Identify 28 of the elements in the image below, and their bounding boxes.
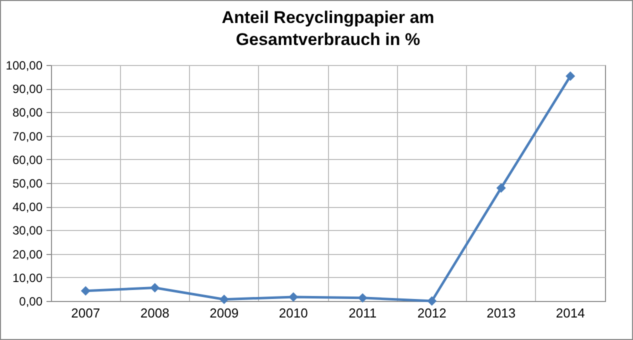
y-tick-label: 20,00 [12, 247, 43, 262]
y-tick-label: 40,00 [12, 200, 43, 214]
chart-title: Anteil Recyclingpapier am Gesamtverbrauch in % [222, 8, 434, 49]
y-tick-label: 80,00 [12, 106, 43, 120]
point [566, 71, 576, 81]
x-tick-label: 2012 [417, 306, 446, 320]
point [427, 296, 437, 306]
y-tick-label: 70,00 [12, 129, 43, 144]
y-tick-label: 0,00 [19, 294, 43, 308]
y-tick-label: 30,00 [12, 224, 43, 238]
x-tick-label: 2013 [486, 306, 516, 320]
x-tick-label: 2011 [348, 306, 377, 320]
point [496, 183, 506, 193]
y-tick-label: 100,00 [6, 58, 43, 72]
y-tick-label: 60,00 [12, 152, 43, 167]
x-tick-label: 2014 [556, 306, 585, 320]
point [80, 286, 90, 296]
point [288, 292, 298, 302]
x-tick-label: 2008 [140, 306, 170, 320]
x-tick-label: 2009 [210, 306, 239, 320]
y-tick-label: 10,00 [12, 270, 43, 285]
point [150, 283, 160, 293]
point [219, 294, 229, 304]
point [358, 293, 368, 303]
x-tick-label: 2010 [278, 306, 308, 320]
y-tick-label: 50,00 [12, 176, 43, 190]
y-tick-label: 90,00 [12, 82, 43, 96]
x-tick-label: 2007 [71, 306, 100, 320]
